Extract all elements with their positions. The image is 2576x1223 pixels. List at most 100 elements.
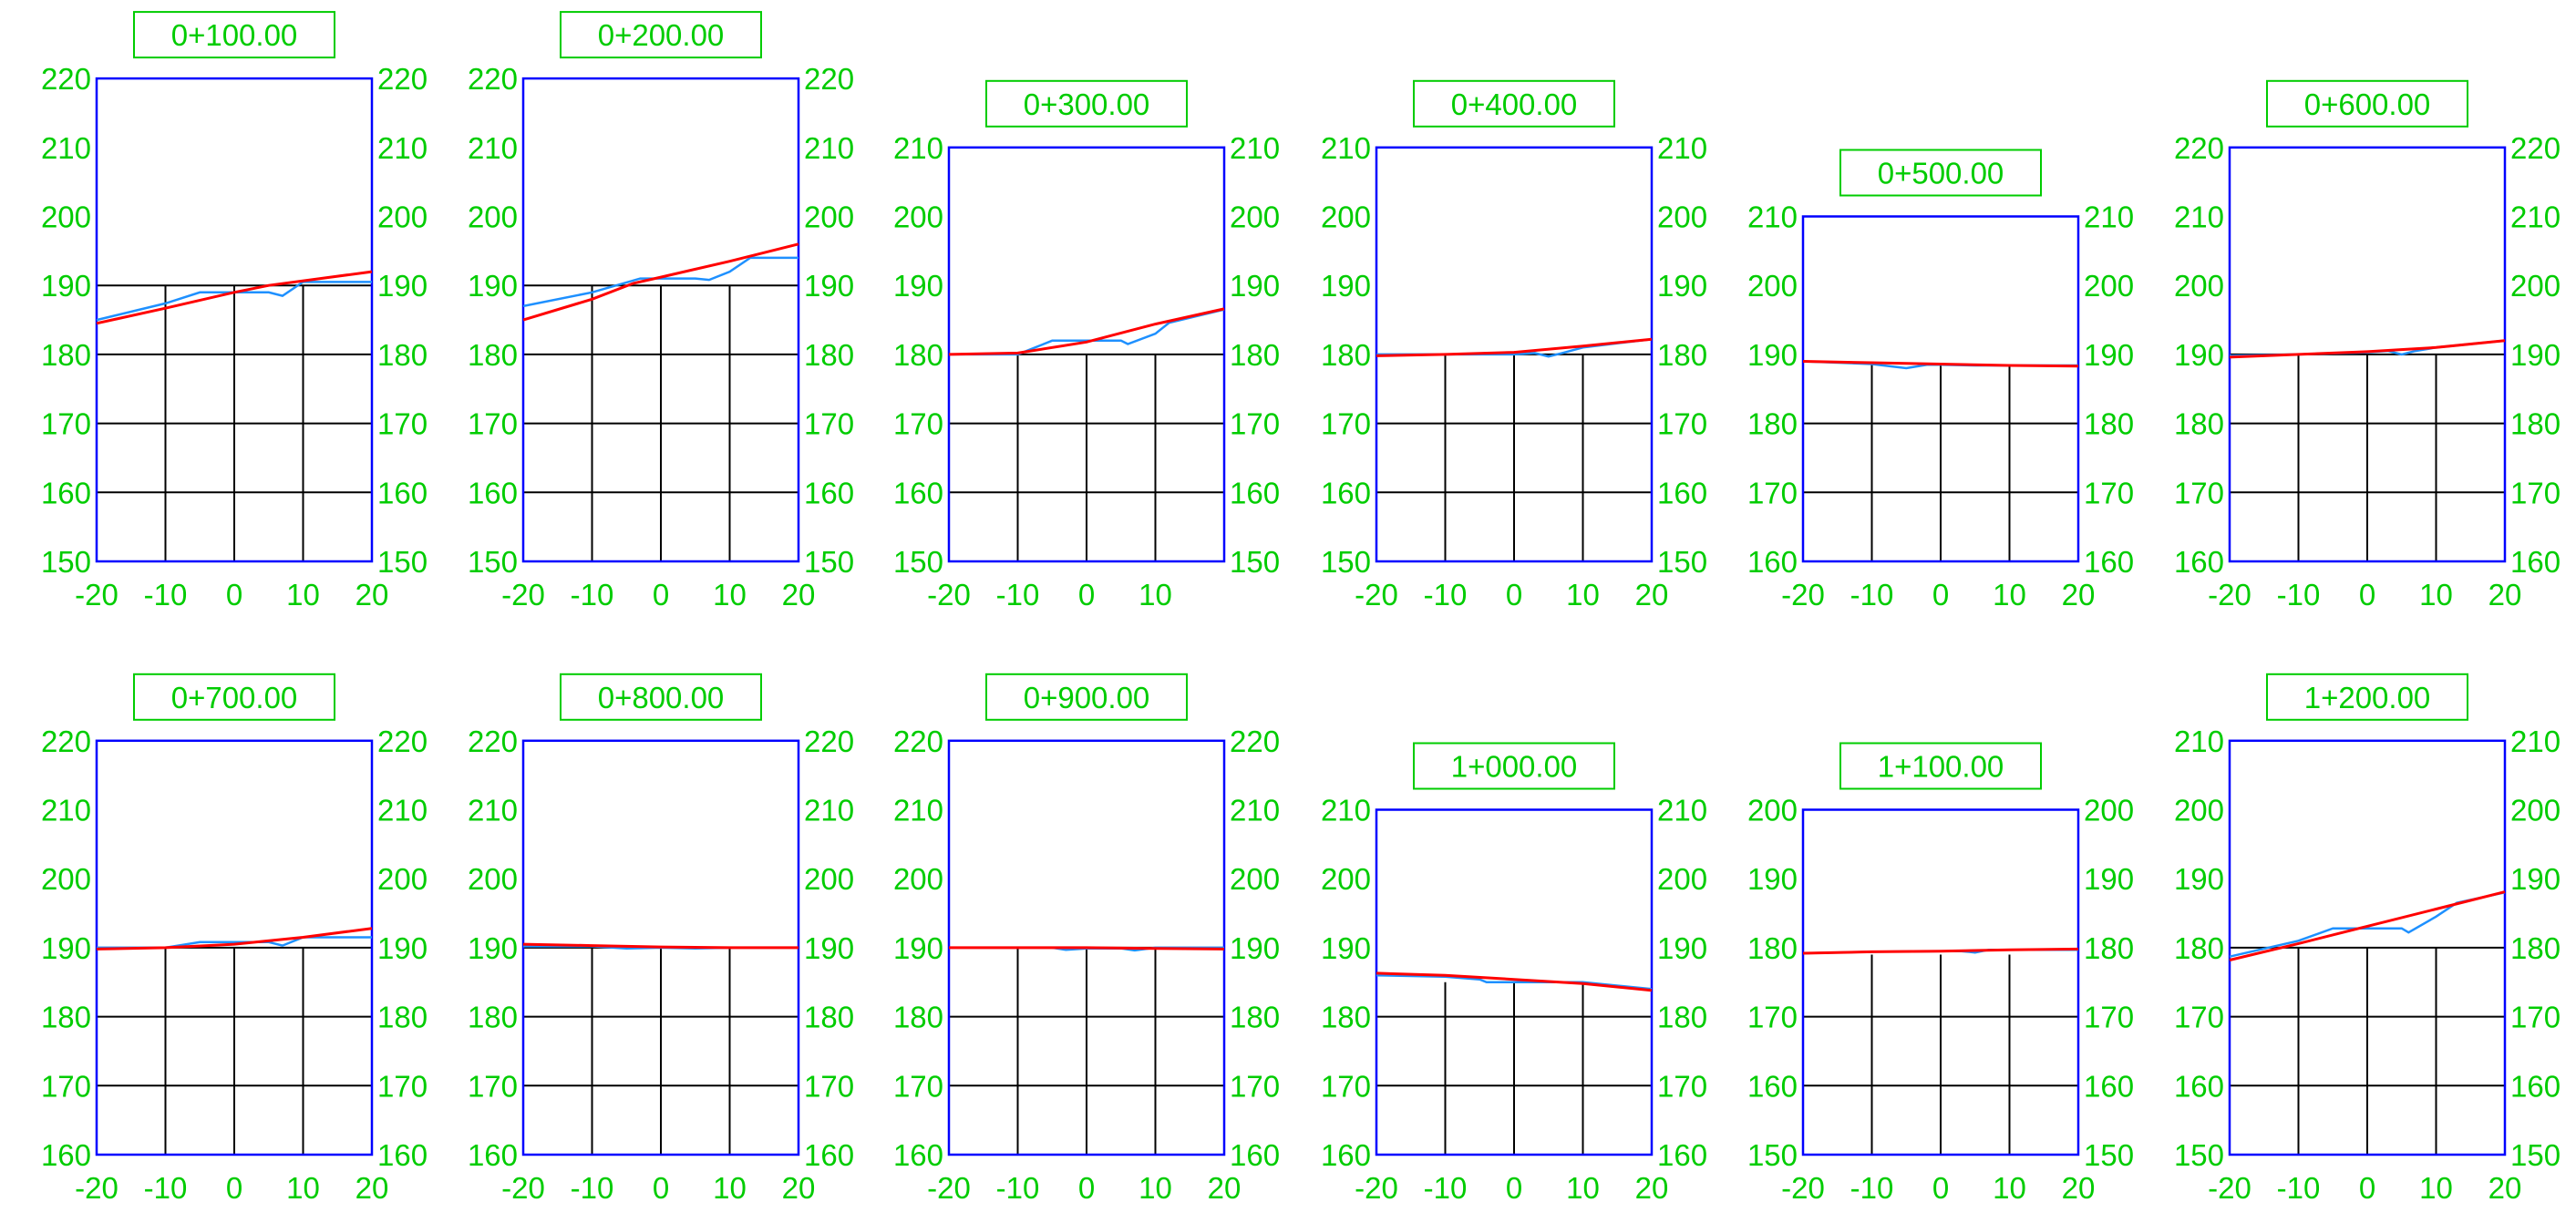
section-title: 0+300.00 [1024,87,1150,121]
y-tick-label-right: 220 [377,725,428,758]
y-tick-label-left: 200 [1321,862,1371,896]
section-title-box [560,673,762,721]
y-tick-label-left: 210 [2174,725,2224,758]
y-tick-label-right: 190 [1657,931,1707,965]
y-tick-label-left: 200 [41,200,91,234]
y-tick-label-right: 160 [377,476,428,509]
y-tick-label-left: 210 [41,794,91,827]
y-tick-label-right: 170 [377,1069,428,1103]
design-profile-line [2229,339,2506,359]
y-tick-label-right: 170 [1657,407,1707,441]
y-tick-label-right: 210 [1657,794,1707,827]
x-tick-label: 0 [1078,578,1095,612]
y-tick-label-right: 180 [1657,1001,1707,1034]
y-tick-label-left: 190 [468,931,518,965]
section-title: 0+600.00 [2304,87,2431,121]
y-tick-label-left: 170 [2174,1001,2224,1034]
design-profile-line [949,946,1225,951]
design-profile-line [1802,947,2079,955]
y-tick-label-left: 160 [2174,545,2224,579]
y-tick-label-right: 160 [1657,1138,1707,1172]
y-tick-label-right: 160 [1230,476,1280,509]
y-tick-label-left: 180 [468,1001,518,1034]
y-tick-label-left: 180 [1747,931,1798,965]
section-title: 0+700.00 [171,681,298,714]
y-tick-label-right: 210 [2510,200,2561,234]
y-tick-label-left: 190 [893,269,943,303]
y-tick-label-right: 220 [2510,131,2561,165]
section-chart: 0+400.00 150 150 160 160 170 170 180 180 190 190 20… [1321,79,1707,612]
section-title: 0+400.00 [1451,87,1578,121]
x-tick-label: 20 [782,578,816,612]
x-tick-label: -10 [2277,578,2321,612]
y-tick-label-left: 190 [41,269,91,303]
y-tick-label-right: 150 [804,545,854,579]
x-tick-label: -10 [571,578,614,612]
y-tick-label-right: 180 [377,1001,428,1034]
y-tick-label-right: 180 [1657,338,1707,372]
x-tick-label: -20 [927,578,971,612]
y-tick-label-right: 190 [377,269,428,303]
y-tick-label-right: 160 [377,1138,428,1172]
x-tick-label: 0 [1932,578,1949,612]
y-tick-label-left: 210 [2174,200,2224,234]
design-profile-line [1376,971,1653,992]
x-tick-label: 0 [1506,578,1522,612]
y-tick-label-left: 160 [893,1138,943,1172]
x-tick-label: -20 [501,1171,545,1205]
y-tick-label-left: 170 [468,407,518,441]
y-tick-label-right: 190 [2084,862,2134,896]
y-tick-label-left: 220 [41,62,91,96]
y-tick-label-right: 170 [377,407,428,441]
x-tick-label: 20 [1635,578,1669,612]
section-title: 1+200.00 [2304,681,2431,714]
y-tick-label-left: 220 [2174,131,2224,165]
y-tick-label-left: 210 [41,131,91,165]
y-tick-label-left: 150 [468,545,518,579]
x-tick-label: -20 [1781,1171,1825,1205]
x-tick-label: -10 [144,1171,188,1205]
x-tick-label: -10 [996,1171,1040,1205]
section-chart: 1+100.00 150 150 160 160 170 170 180 180 190 190 20… [1747,742,2134,1205]
y-tick-label-left: 200 [893,200,943,234]
y-tick-label-left: 170 [893,1069,943,1103]
y-tick-label-left: 170 [41,1069,91,1103]
y-tick-label-left: 160 [893,476,943,509]
y-tick-label-right: 200 [2084,269,2134,303]
y-tick-label-left: 180 [1747,407,1798,441]
section-chart: 1+200.00 150 150 160 160 170 170 180 180 190 190 20… [2174,673,2561,1205]
section-title-box [1413,79,1615,128]
x-tick-label: -20 [1781,578,1825,612]
y-tick-label-right: 200 [804,200,854,234]
section-chart: 0+100.00 150 150 160 160 170 170 180 180 190 190 20… [41,11,428,612]
x-tick-label: 10 [2419,578,2453,612]
y-tick-label-left: 170 [41,407,91,441]
section-title-box [985,79,1188,128]
design-profile-line [2229,890,2506,961]
plot-frame [1375,808,1654,1156]
y-tick-label-right: 220 [804,62,854,96]
y-tick-label-left: 200 [468,200,518,234]
x-tick-label: 0 [226,1171,242,1205]
y-tick-label-right: 200 [1230,862,1280,896]
y-tick-label-left: 180 [2174,407,2224,441]
y-tick-label-right: 200 [377,862,428,896]
section-chart: 0+200.00 150 150 160 160 170 170 180 180 190 190 20… [468,11,854,612]
y-tick-label-left: 210 [1747,200,1798,234]
y-tick-label-right: 200 [804,862,854,896]
y-tick-label-left: 210 [893,794,943,827]
design-profile-line [522,942,799,950]
x-tick-label: 10 [1566,1171,1600,1205]
y-tick-label-left: 220 [41,725,91,758]
y-tick-label-right: 180 [804,1001,854,1034]
section-title-box [560,11,762,59]
y-tick-label-right: 180 [1230,1001,1280,1034]
y-tick-label-right: 190 [1230,269,1280,303]
design-profile-line [948,307,1225,356]
y-tick-label-right: 210 [804,131,854,165]
x-tick-label: 10 [2419,1171,2453,1205]
y-tick-label-right: 180 [2510,407,2561,441]
y-tick-label-left: 190 [1321,269,1371,303]
y-tick-label-left: 210 [1321,131,1371,165]
